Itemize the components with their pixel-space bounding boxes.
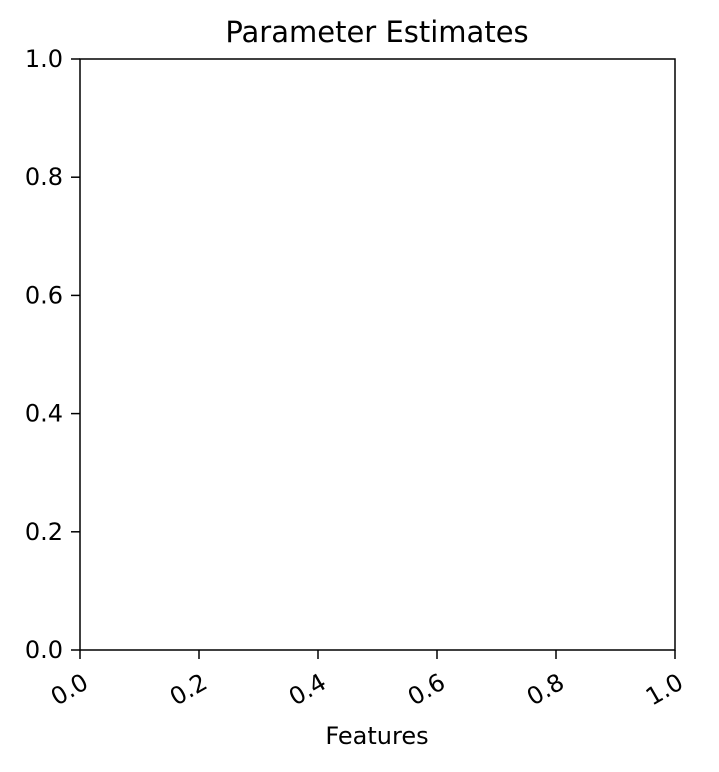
plot-area (79, 58, 676, 651)
y-tick-label: 0.4 (25, 400, 63, 428)
y-tick-label: 0.8 (25, 163, 63, 191)
y-tick-label: 0.2 (25, 518, 63, 546)
x-axis-label: Features (325, 722, 428, 750)
y-tick-label: 0.0 (25, 636, 63, 664)
chart-title: Parameter Estimates (225, 15, 528, 49)
y-tick-label: 0.6 (25, 281, 63, 309)
y-axis-ticks: 0.0 0.2 0.4 0.6 0.8 1.0 (25, 45, 80, 664)
y-tick-label: 1.0 (25, 45, 63, 73)
